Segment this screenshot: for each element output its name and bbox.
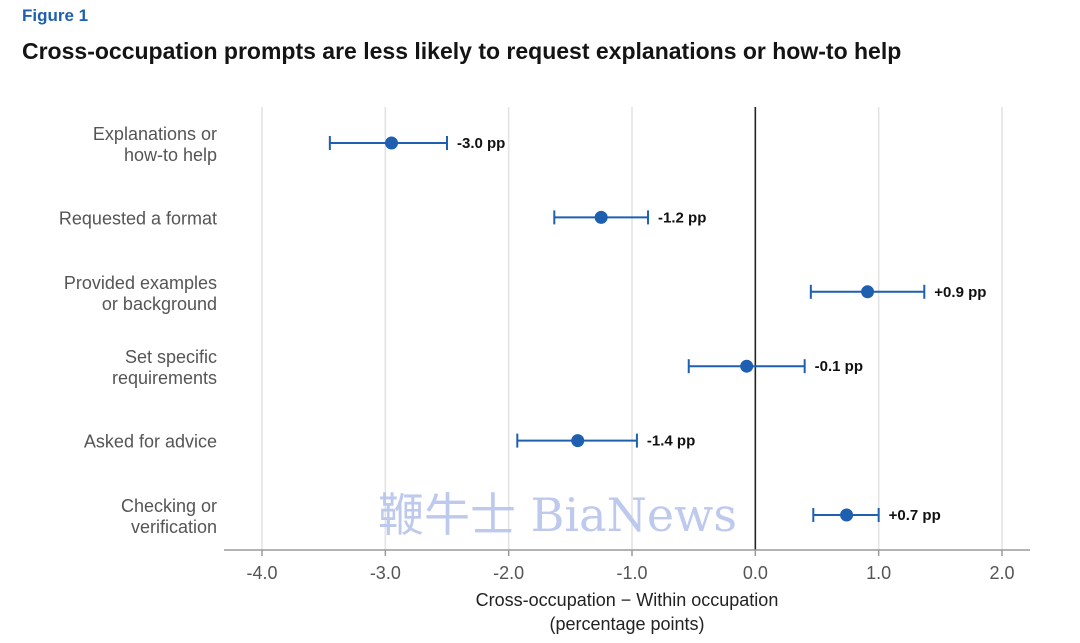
watermark: 鞭牛士 BiaNews	[378, 488, 737, 542]
data-point	[840, 508, 854, 522]
category-label: Provided examples	[64, 273, 217, 293]
gridlines	[261, 107, 1003, 550]
category-label: Asked for advice	[84, 432, 217, 452]
category-label: requirements	[112, 368, 217, 388]
x-axis-title: Cross-occupation − Within occupation	[476, 590, 779, 610]
data-label: -1.4 pp	[647, 433, 695, 450]
data-label: -3.0 pp	[457, 135, 505, 152]
category-label: verification	[131, 517, 217, 537]
x-tick-label: -1.0	[616, 563, 647, 583]
figure-label: Figure 1	[22, 6, 89, 25]
category-label: Explanations or	[93, 124, 217, 144]
data-label: +0.9 pp	[934, 284, 986, 301]
category-label: Requested a format	[59, 208, 217, 228]
data-marks: -3.0 pp -1.2 pp +0.9 pp -0.1 pp -1.4 pp +0.7 …	[328, 135, 986, 524]
data-point	[594, 210, 608, 224]
category-label: Checking or	[121, 496, 217, 516]
data-point	[740, 359, 754, 373]
x-tick-label: 1.0	[866, 563, 891, 583]
x-tick-label: 2.0	[989, 563, 1014, 583]
data-label: -1.2 pp	[658, 209, 706, 226]
category-label: or background	[102, 294, 217, 314]
data-label: -0.1 pp	[815, 358, 863, 375]
category-label: how-to help	[124, 145, 217, 165]
x-tick-label: -3.0	[370, 563, 401, 583]
x-tick-label: -4.0	[246, 563, 277, 583]
data-point	[385, 136, 398, 150]
data-label: +0.7 pp	[889, 507, 941, 524]
chart-title: Cross-occupation prompts are less likely…	[22, 38, 902, 64]
x-axis-title: (percentage points)	[549, 614, 704, 634]
category-label: Set specific	[125, 347, 217, 367]
x-axis: -4.0 -3.0 -2.0 -1.0 0.0 1.0 2.0 Cross-occupatio…	[224, 549, 1030, 634]
x-tick-label: -2.0	[493, 563, 524, 583]
data-point	[861, 285, 875, 299]
data-point	[571, 434, 585, 448]
x-tick-label: 0.0	[743, 563, 768, 583]
